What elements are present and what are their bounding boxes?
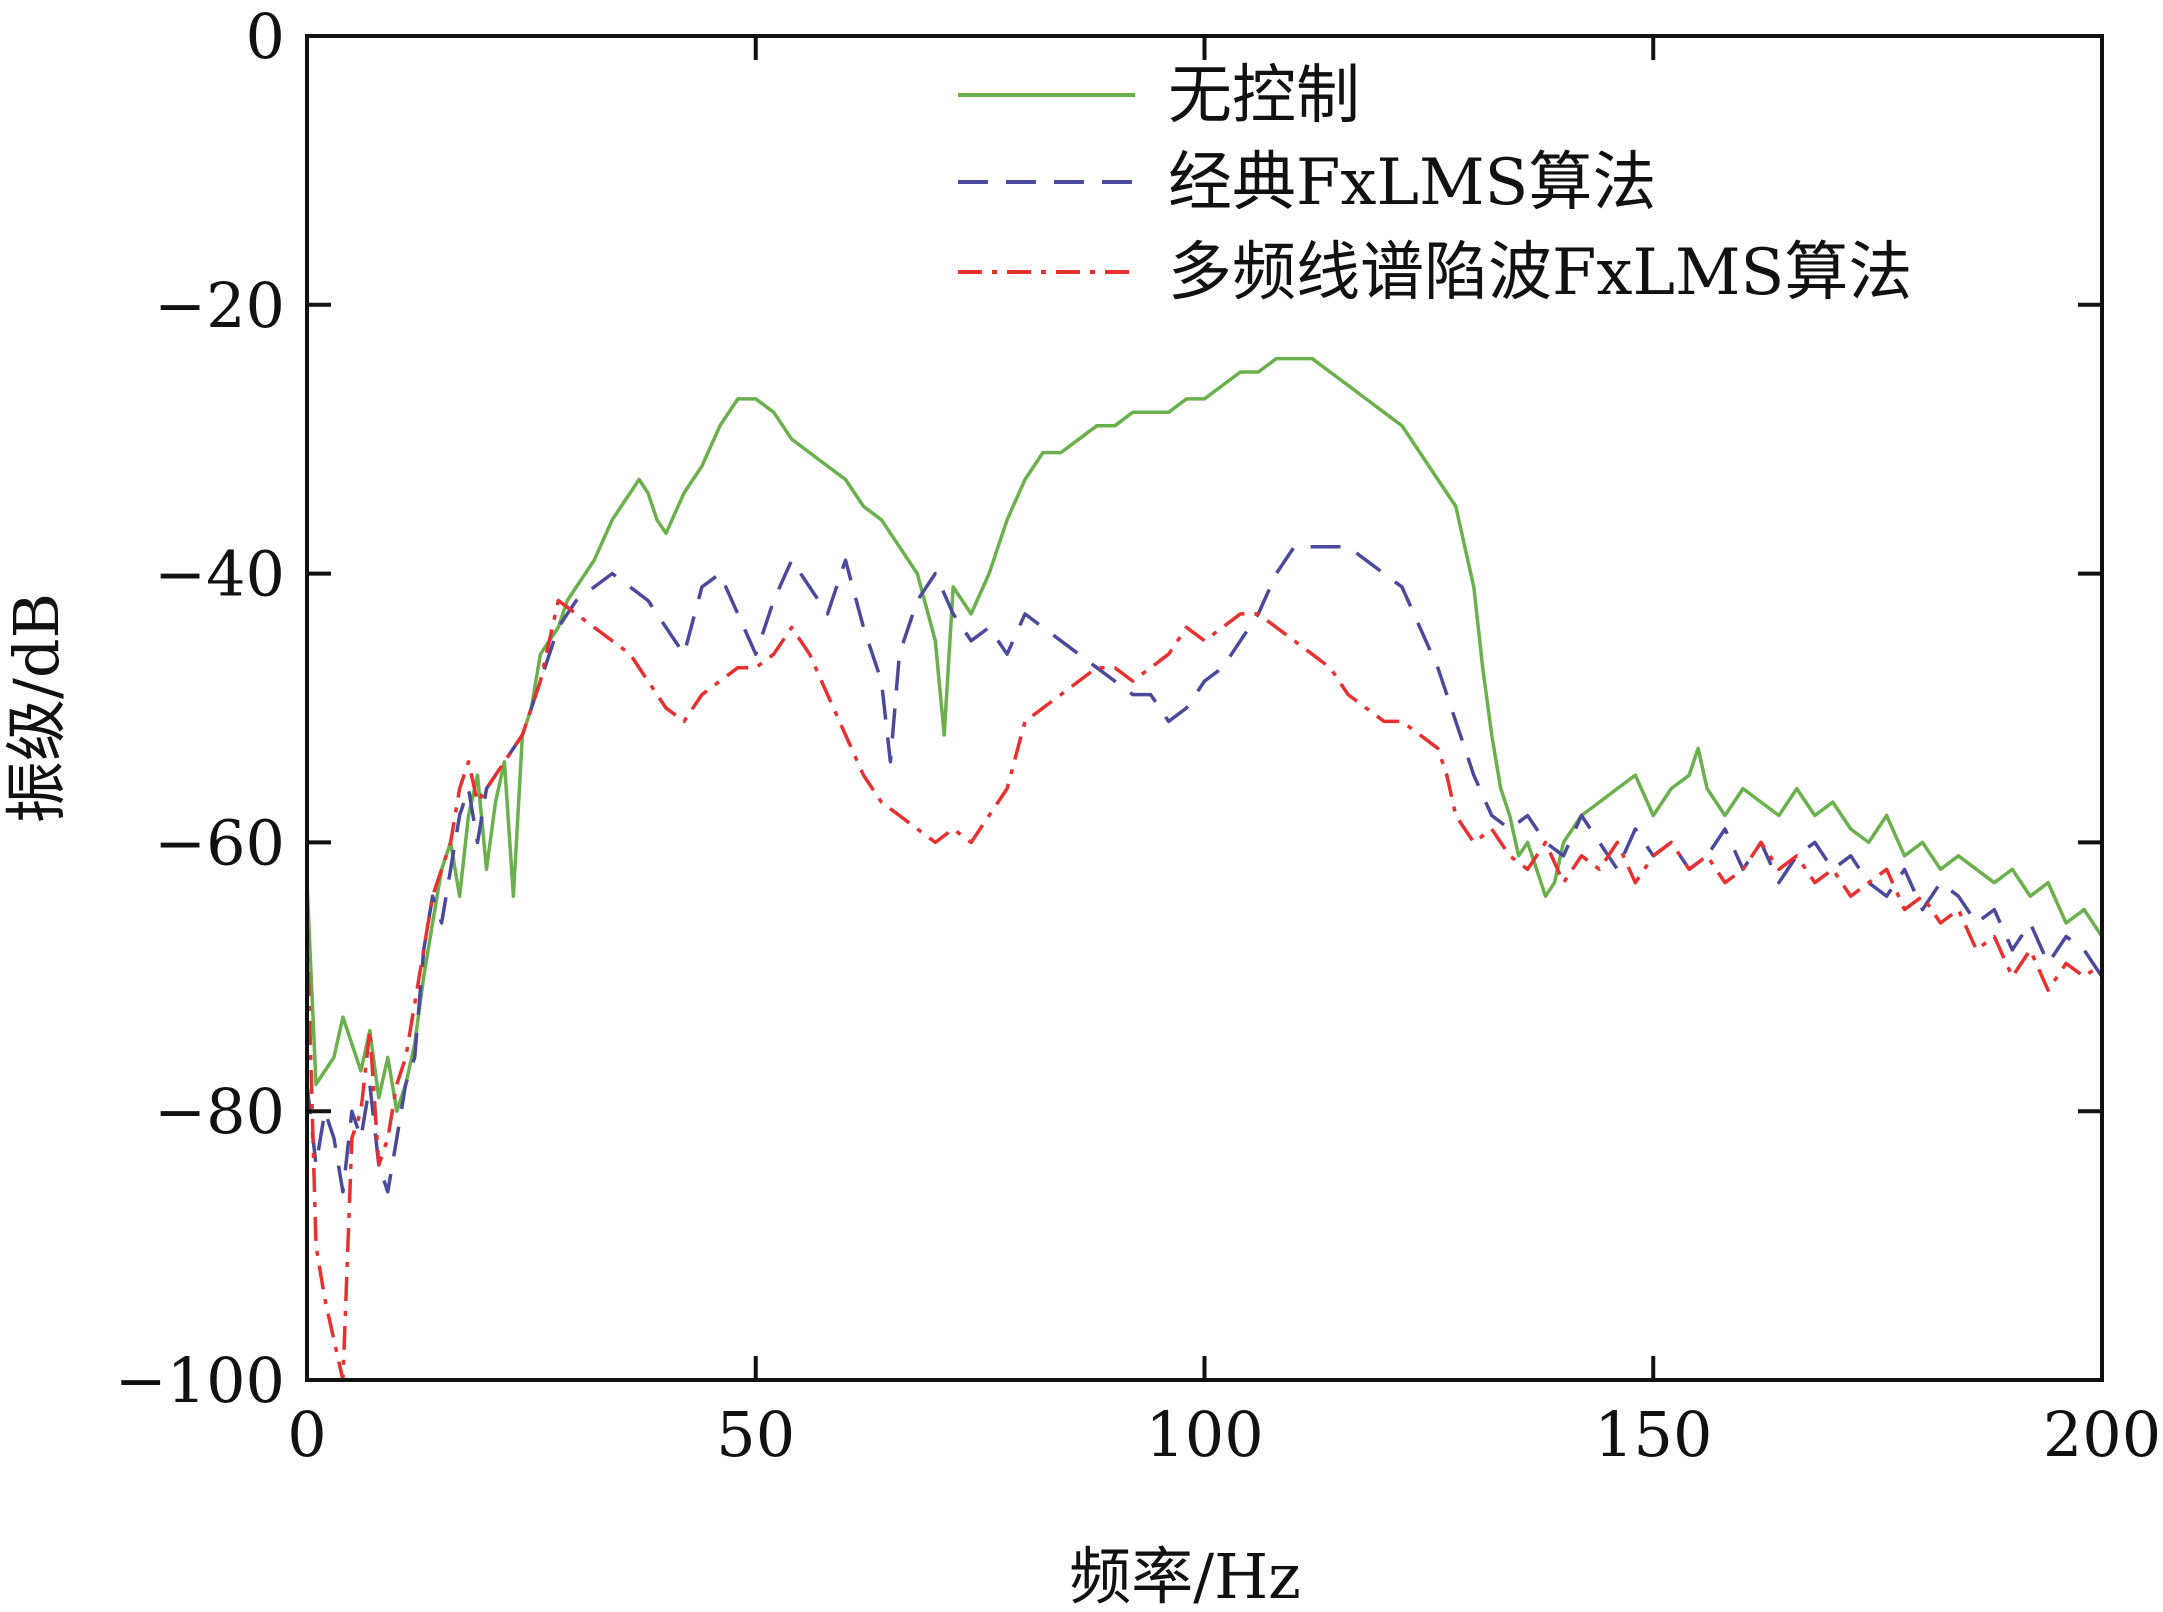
y-tick-label: −40	[154, 538, 285, 611]
y-tick-label: −100	[115, 1344, 285, 1417]
x-axis-title: 频率/Hz	[1069, 1540, 1301, 1612]
x-tick-label: 150	[1594, 1398, 1712, 1471]
series-line-1	[305, 544, 2104, 1194]
series-line-2	[305, 598, 2104, 1382]
legend-label-1: 经典FxLMS算法	[1168, 146, 1656, 220]
legend-label-0: 无控制	[1168, 59, 1360, 133]
y-axis-title: 振级/dB	[0, 593, 73, 823]
x-tick-label: 200	[2043, 1398, 2161, 1471]
tick-labels-group: 0 50 100 150 200 0 −20 −40 −60 −80 −100	[115, 0, 2161, 1471]
y-tick-label: −20	[154, 269, 285, 342]
x-tick-label: 0	[287, 1398, 326, 1471]
axis-ticks-group	[305, 34, 2104, 1382]
y-tick-label: −80	[154, 1075, 285, 1148]
x-tick-label: 50	[716, 1398, 795, 1471]
plot-series-group	[305, 356, 2104, 1382]
series-line-0	[305, 356, 2104, 1113]
x-tick-label: 100	[1145, 1398, 1263, 1471]
y-tick-label: −60	[154, 806, 285, 879]
y-tick-label: 0	[246, 0, 285, 73]
legend-label-2: 多频线谱陷波FxLMS算法	[1168, 236, 1912, 310]
